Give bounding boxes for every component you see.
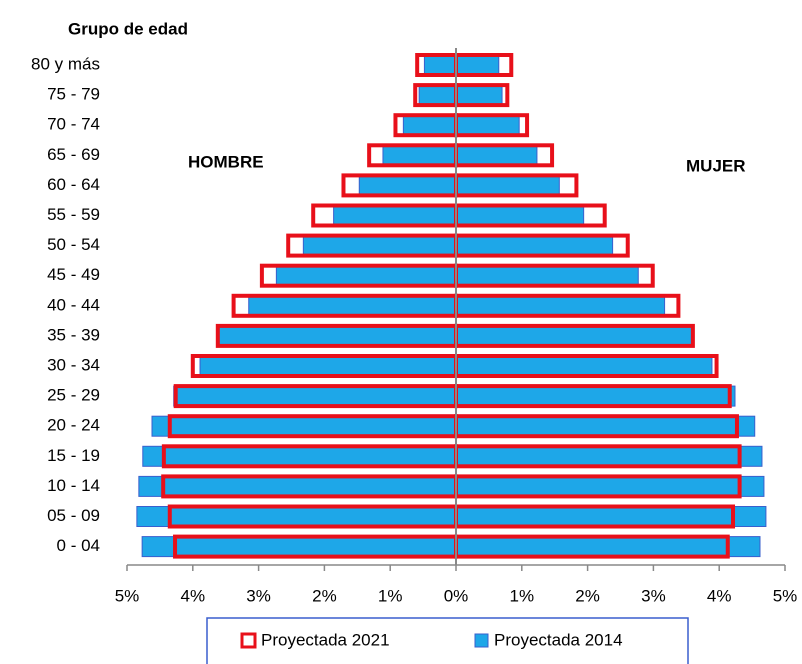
y-tick-label: 60 - 64 [47,175,100,194]
y-tick-label: 45 - 49 [47,265,100,284]
bar [136,506,457,527]
legend-label: Proyectada 2014 [494,630,623,649]
y-tick-label: 40 - 44 [47,295,100,314]
bar [141,536,457,558]
bar [455,84,503,106]
x-tick-label: 3% [246,586,271,605]
bar [455,445,763,467]
bar [142,445,457,467]
bar [455,536,761,558]
x-tick-label: 4% [181,586,206,605]
bar [455,475,765,497]
y-tick-label: 25 - 29 [47,386,100,405]
x-tick-label: 5% [115,586,140,605]
y-tick-label: 20 - 24 [47,416,100,435]
bar [455,355,713,377]
bar [455,114,520,136]
bar [275,265,457,287]
y-tick-label: 80 y más [31,54,100,73]
bar [455,144,538,166]
bar [402,114,457,136]
bar [217,325,457,347]
bar [358,174,457,196]
y-tick-label: 30 - 34 [47,355,100,374]
y-tick-label: 0 - 04 [57,536,100,555]
x-tick-label: 2% [312,586,337,605]
legend-swatch [474,633,489,648]
bar [455,415,756,437]
legend-label: Proyectada 2021 [261,630,390,649]
y-tick-label: 65 - 69 [47,145,100,164]
x-tick-label: 1% [378,586,403,605]
y-tick-label: 75 - 79 [47,85,100,104]
bar [455,265,639,287]
legend-swatch [240,632,257,649]
x-tick-label: 1% [510,586,535,605]
bar [455,325,694,347]
y-tick-label: 15 - 19 [47,446,100,465]
x-tick-label: 2% [575,586,600,605]
bar [455,235,614,257]
bar [455,54,500,76]
x-tick-label: 3% [641,586,666,605]
bar [423,54,457,76]
y-tick-label: 05 - 09 [47,506,100,525]
bar [151,415,457,437]
bar [455,385,736,407]
annotation: MUJER [686,156,746,175]
y-tick-label: 35 - 39 [47,325,100,344]
legend-box [206,617,689,664]
axis-title: Grupo de edad [68,19,188,38]
x-tick-label: 0% [444,586,469,605]
bar [455,295,666,317]
y-tick-label: 55 - 59 [47,205,100,224]
x-tick-label: 5% [773,586,798,605]
bar [199,355,457,377]
annotation: HOMBRE [188,152,264,171]
y-tick-label: 70 - 74 [47,115,100,134]
bar [455,506,767,527]
bar [302,235,457,257]
x-tick-label: 4% [707,586,732,605]
bar [418,84,457,106]
bar [455,174,560,196]
bar [138,475,457,497]
bar [333,205,457,226]
bar [173,385,457,407]
y-tick-label: 50 - 54 [47,235,100,254]
bar [455,205,585,226]
y-tick-label: 10 - 14 [47,476,100,495]
bar [248,295,457,317]
bar [382,144,457,166]
